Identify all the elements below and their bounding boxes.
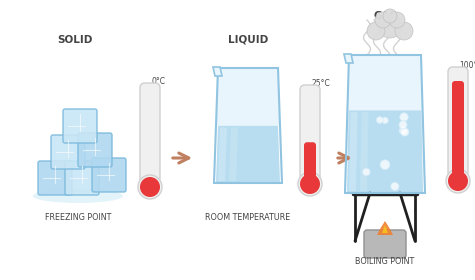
Polygon shape	[382, 225, 388, 233]
Polygon shape	[347, 55, 423, 110]
Text: 0°C: 0°C	[151, 78, 165, 87]
Text: GAS: GAS	[373, 11, 397, 21]
Circle shape	[399, 127, 407, 135]
Circle shape	[378, 14, 402, 38]
FancyBboxPatch shape	[300, 85, 320, 180]
FancyBboxPatch shape	[364, 230, 406, 258]
Polygon shape	[349, 112, 358, 191]
Circle shape	[382, 117, 389, 124]
Circle shape	[298, 172, 322, 196]
FancyBboxPatch shape	[65, 161, 99, 195]
Polygon shape	[216, 68, 280, 125]
FancyBboxPatch shape	[63, 109, 97, 143]
Circle shape	[400, 128, 409, 136]
Circle shape	[391, 182, 399, 190]
Circle shape	[140, 177, 160, 197]
Text: BOILING POINT: BOILING POINT	[355, 258, 415, 267]
Circle shape	[395, 22, 413, 40]
Circle shape	[389, 12, 405, 28]
Circle shape	[300, 174, 320, 194]
Polygon shape	[344, 54, 353, 63]
Text: FREEZING POINT: FREEZING POINT	[45, 213, 111, 223]
FancyBboxPatch shape	[78, 133, 112, 167]
Circle shape	[383, 9, 397, 23]
Text: LIQUID: LIQUID	[228, 35, 268, 45]
Circle shape	[380, 160, 390, 170]
Circle shape	[399, 113, 408, 121]
Text: 100°C: 100°C	[459, 62, 475, 71]
Polygon shape	[229, 127, 238, 181]
Polygon shape	[216, 125, 280, 182]
Circle shape	[376, 117, 383, 123]
Circle shape	[448, 171, 468, 191]
FancyBboxPatch shape	[92, 158, 126, 192]
FancyBboxPatch shape	[304, 142, 316, 178]
Polygon shape	[213, 67, 222, 76]
FancyBboxPatch shape	[448, 67, 468, 177]
Circle shape	[362, 168, 370, 176]
Circle shape	[138, 175, 162, 199]
Circle shape	[367, 22, 385, 40]
Text: SOLID: SOLID	[57, 35, 93, 45]
Polygon shape	[218, 127, 227, 181]
Text: 25°C: 25°C	[311, 80, 330, 88]
FancyBboxPatch shape	[38, 161, 72, 195]
Circle shape	[446, 169, 470, 193]
Polygon shape	[347, 110, 423, 192]
Circle shape	[375, 12, 391, 28]
Ellipse shape	[33, 189, 123, 203]
Polygon shape	[360, 112, 369, 191]
Circle shape	[399, 121, 407, 129]
Polygon shape	[377, 221, 393, 235]
FancyBboxPatch shape	[51, 135, 85, 169]
FancyBboxPatch shape	[140, 83, 160, 183]
FancyBboxPatch shape	[452, 81, 464, 175]
Text: ROOM TEMPERATURE: ROOM TEMPERATURE	[205, 213, 291, 223]
